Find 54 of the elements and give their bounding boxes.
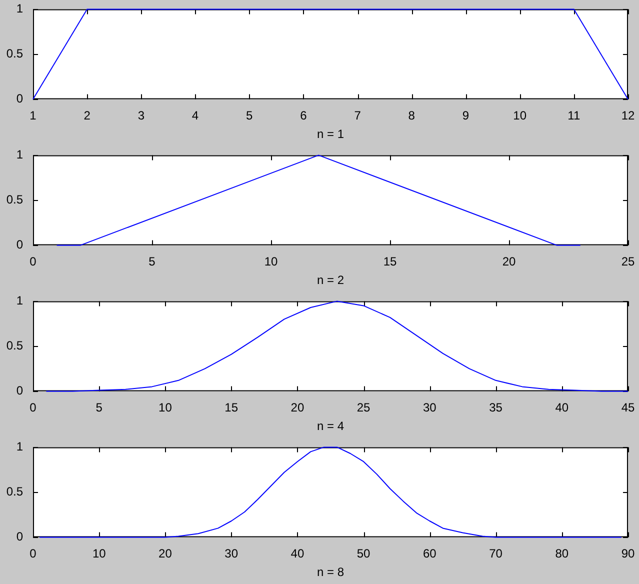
y-tick-label: 0 <box>16 530 24 544</box>
y-tick-label: 1 <box>16 294 24 308</box>
y-tick-label: 1 <box>16 440 24 454</box>
x-axis-title: n = 8 <box>316 565 344 580</box>
x-tick-label: 35 <box>489 400 503 415</box>
x-tick-label: 10 <box>513 108 527 123</box>
x-tick-label: 8 <box>408 108 416 123</box>
x-tick-label: 5 <box>246 108 254 123</box>
x-tick-label: 12 <box>621 108 635 123</box>
x-tick-label: 50 <box>356 546 371 561</box>
y-tick-label: 0 <box>16 384 24 398</box>
x-tick-label: 7 <box>354 108 362 123</box>
x-tick-label: 0 <box>30 400 37 415</box>
x-tick-label: 9 <box>462 108 470 123</box>
y-tick-label: 0.5 <box>6 192 24 207</box>
y-tick-label: 0 <box>16 238 24 252</box>
x-axis-title: n = 1 <box>316 127 344 142</box>
x-tick-label: 60 <box>422 546 437 561</box>
x-tick-label: 15 <box>224 400 238 415</box>
y-tick-label: 1 <box>16 2 24 16</box>
y-tick-label: 0.5 <box>6 46 24 61</box>
x-tick-label: 30 <box>422 400 437 415</box>
x-tick-label: 90 <box>621 546 635 561</box>
x-tick-label: 15 <box>383 254 397 269</box>
x-tick-label: 70 <box>489 546 503 561</box>
y-tick-label: 0.5 <box>6 484 24 499</box>
x-tick-label: 40 <box>290 546 304 561</box>
x-tick-label: 0 <box>30 254 37 269</box>
x-tick-label: 10 <box>92 546 106 561</box>
y-tick-label: 0 <box>16 92 24 106</box>
x-tick-label: 5 <box>148 254 156 269</box>
x-tick-label: 6 <box>300 108 308 123</box>
x-tick-label: 45 <box>621 400 635 415</box>
x-tick-label: 4 <box>192 108 199 123</box>
x-tick-label: 20 <box>158 546 172 561</box>
x-axis-title: n = 2 <box>316 273 344 288</box>
x-tick-label: 80 <box>555 546 569 561</box>
x-tick-label: 10 <box>158 400 172 415</box>
x-tick-label: 20 <box>290 400 304 415</box>
x-tick-label: 1 <box>30 108 37 123</box>
x-axis-title: n = 4 <box>316 419 344 434</box>
y-tick-label: 1 <box>16 148 24 162</box>
x-tick-label: 2 <box>84 108 91 123</box>
x-tick-label: 20 <box>502 254 516 269</box>
x-tick-label: 11 <box>568 108 580 123</box>
y-tick-label: 0.5 <box>6 338 24 353</box>
x-tick-label: 0 <box>30 546 37 561</box>
x-tick-label: 40 <box>555 400 569 415</box>
x-tick-label: 5 <box>96 400 103 415</box>
x-tick-label: 25 <box>356 400 371 415</box>
x-tick-label: 25 <box>621 254 635 269</box>
x-tick-label: 30 <box>224 546 238 561</box>
x-tick-label: 3 <box>138 108 145 123</box>
x-tick-label: 10 <box>264 254 278 269</box>
